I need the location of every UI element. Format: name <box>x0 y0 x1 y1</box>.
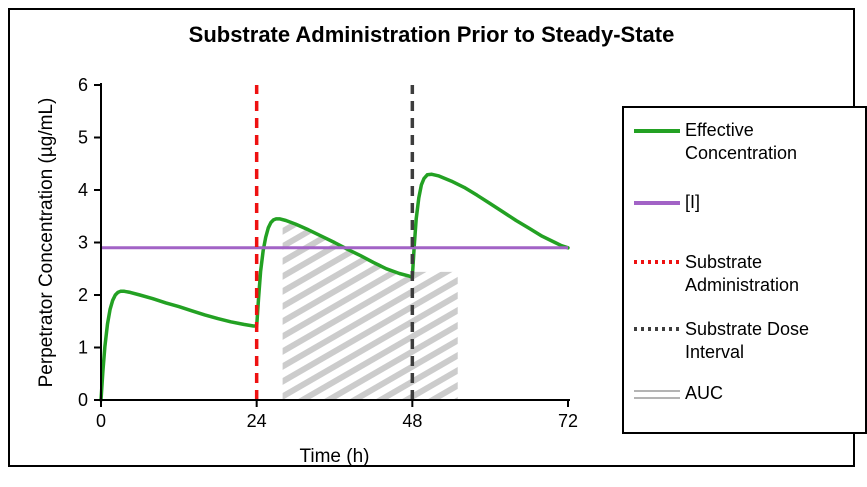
legend-item-substrate-dose-interval: Substrate Dose Interval <box>634 318 861 364</box>
legend-label: Effective Concentration <box>685 120 798 163</box>
effective-concentration-curve <box>99 172 570 402</box>
green-line-swatch-icon <box>634 129 680 133</box>
x-tick-label: 24 <box>247 411 267 431</box>
chart-title: Substrate Administration Prior to Steady… <box>188 22 675 47</box>
y-tick-label: 0 <box>78 390 88 410</box>
legend-box: Effective Concentration [I] Substrate Ad… <box>622 106 867 434</box>
auc-hatch-swatch-icon <box>634 390 680 399</box>
y-tick-label: 1 <box>78 338 88 358</box>
purple-line-swatch-icon <box>634 201 680 205</box>
legend-label: [I] <box>685 192 701 212</box>
auc-hatch-region <box>282 221 458 400</box>
x-tick-label: 72 <box>558 411 578 431</box>
figure-frame: Substrate Administration Prior to Steady… <box>8 8 867 467</box>
x-tick-label: 0 <box>96 411 106 431</box>
legend-item-substrate-administration: Substrate Administration <box>634 251 861 297</box>
legend-item-auc: AUC <box>634 382 861 405</box>
y-tick-label: 5 <box>78 128 88 148</box>
y-axis-title: Perpetrator Concentration (µg/mL) <box>36 98 57 388</box>
red-dotted-swatch-icon <box>634 260 680 264</box>
legend-item-effective-concentration: Effective Concentration <box>634 119 861 165</box>
y-tick-label: 2 <box>78 285 88 305</box>
legend-label: AUC <box>685 383 724 403</box>
x-axis-title: Time (h) <box>299 446 369 467</box>
x-tick-label: 48 <box>402 411 422 431</box>
legend-item-inhibitor: [I] <box>634 191 861 214</box>
legend-label: Substrate Dose Interval <box>685 319 810 362</box>
dark-dotted-swatch-icon <box>634 327 680 331</box>
y-tick-label: 4 <box>78 180 88 200</box>
y-tick-label: 3 <box>78 233 88 253</box>
legend-label: Substrate Administration <box>685 252 800 295</box>
y-tick-label: 6 <box>78 75 88 95</box>
plot-area: 0 24 48 72 0 1 2 3 4 5 6 Time (h) Perpetrator Concen… <box>36 75 578 467</box>
